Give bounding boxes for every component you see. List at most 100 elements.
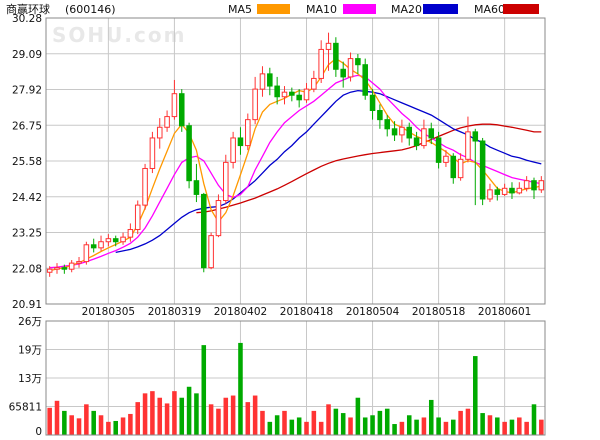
- candle: [347, 52, 354, 82]
- candle: [325, 32, 332, 71]
- candle: [479, 137, 486, 206]
- candle-body: [303, 88, 310, 101]
- candle-body: [127, 229, 134, 238]
- candle-body: [90, 244, 97, 249]
- legend-ma20-swatch: [423, 4, 458, 14]
- legend-ma60-swatch: [503, 4, 539, 14]
- volume-bar: [289, 419, 295, 435]
- volume-bar: [135, 402, 141, 435]
- candle-body: [171, 93, 178, 118]
- candle: [105, 234, 112, 247]
- candle: [245, 113, 251, 151]
- volume-bar: [406, 415, 412, 435]
- volume-tick-label: 65811: [9, 402, 42, 414]
- candles: [46, 32, 545, 277]
- volume-bar: [260, 410, 265, 435]
- volume-bar: [164, 403, 170, 435]
- candle: [487, 183, 493, 203]
- candle-body: [142, 167, 148, 206]
- candle: [296, 89, 302, 108]
- candle-body: [230, 137, 236, 163]
- candle-body: [208, 235, 214, 269]
- candle-body: [494, 189, 501, 195]
- volume-bar: [487, 415, 493, 435]
- price-tick-label: 25.58: [12, 156, 42, 168]
- candle: [267, 67, 273, 96]
- candle: [120, 232, 126, 245]
- candle-body: [223, 161, 229, 202]
- volume-tick-label: 0: [35, 426, 42, 438]
- candle: [215, 194, 222, 238]
- volume-bar: [120, 417, 126, 435]
- volume-bar: [399, 421, 405, 435]
- stock-code: (600146): [65, 3, 116, 16]
- candle: [494, 186, 501, 201]
- candle: [149, 131, 156, 174]
- price-tick-label: 24.42: [12, 192, 42, 204]
- ma60-line: [196, 123, 542, 214]
- candle-body: [267, 73, 273, 87]
- volume-bar: [355, 397, 361, 435]
- candle-body: [509, 187, 515, 194]
- volume-bar: [326, 404, 331, 435]
- candle-body: [391, 128, 398, 136]
- candle: [369, 89, 376, 120]
- candle: [465, 116, 471, 163]
- candle-body: [237, 137, 244, 147]
- candle: [164, 110, 170, 132]
- candle: [450, 153, 457, 184]
- candle-body: [384, 119, 391, 130]
- candle-body: [465, 131, 471, 160]
- legend-ma5-label: MA5: [228, 3, 252, 16]
- candle: [61, 264, 68, 274]
- volume-bar: [296, 417, 302, 435]
- volume-bar: [274, 415, 280, 435]
- volume-tick-label: 13万: [18, 373, 42, 385]
- candle: [384, 115, 391, 137]
- volume-tick-label: 19万: [18, 345, 42, 357]
- candle: [252, 76, 258, 125]
- candle-body: [516, 187, 523, 194]
- candle-body: [281, 91, 288, 98]
- volume-bar: [377, 410, 383, 435]
- volume-bar: [311, 410, 317, 435]
- legend-ma5-swatch: [257, 4, 290, 14]
- volume-bar: [480, 413, 485, 435]
- candle: [208, 232, 214, 270]
- candle-body: [252, 88, 258, 121]
- candle-body: [296, 94, 302, 101]
- candle: [303, 83, 310, 103]
- candle-body: [83, 244, 90, 263]
- candle-body: [377, 109, 383, 121]
- volume-bar: [450, 419, 456, 435]
- volume-tick-label: 26万: [18, 316, 42, 328]
- candle: [443, 150, 449, 167]
- candle: [413, 131, 420, 151]
- volume-bar: [370, 415, 375, 435]
- price-axis: 30.28 29.09 27.92 26.75 25.58 24.42 23.25 22.08…: [12, 13, 42, 311]
- date-tick-label: 20180402: [214, 306, 267, 318]
- volume-bar: [157, 397, 163, 435]
- candle-body: [421, 128, 427, 147]
- candle-body: [54, 267, 60, 270]
- candle-body: [340, 68, 346, 78]
- candle: [46, 266, 53, 277]
- candle-body: [325, 42, 332, 50]
- candle-body: [112, 238, 119, 243]
- volume-bar: [84, 404, 89, 435]
- candle-body: [523, 180, 530, 189]
- volume-bar: [267, 421, 273, 435]
- candle: [274, 76, 280, 105]
- volume-bars: [47, 342, 544, 435]
- volume-bar: [340, 413, 346, 435]
- volume-bar: [150, 391, 155, 435]
- volume-bar: [172, 391, 177, 435]
- candle-body: [186, 125, 192, 182]
- volume-bar: [76, 418, 82, 435]
- candle: [523, 176, 530, 192]
- candle: [531, 177, 537, 200]
- candle-body: [200, 193, 207, 269]
- volume-bar: [443, 421, 449, 435]
- candle-body: [472, 131, 479, 142]
- candle: [134, 200, 141, 235]
